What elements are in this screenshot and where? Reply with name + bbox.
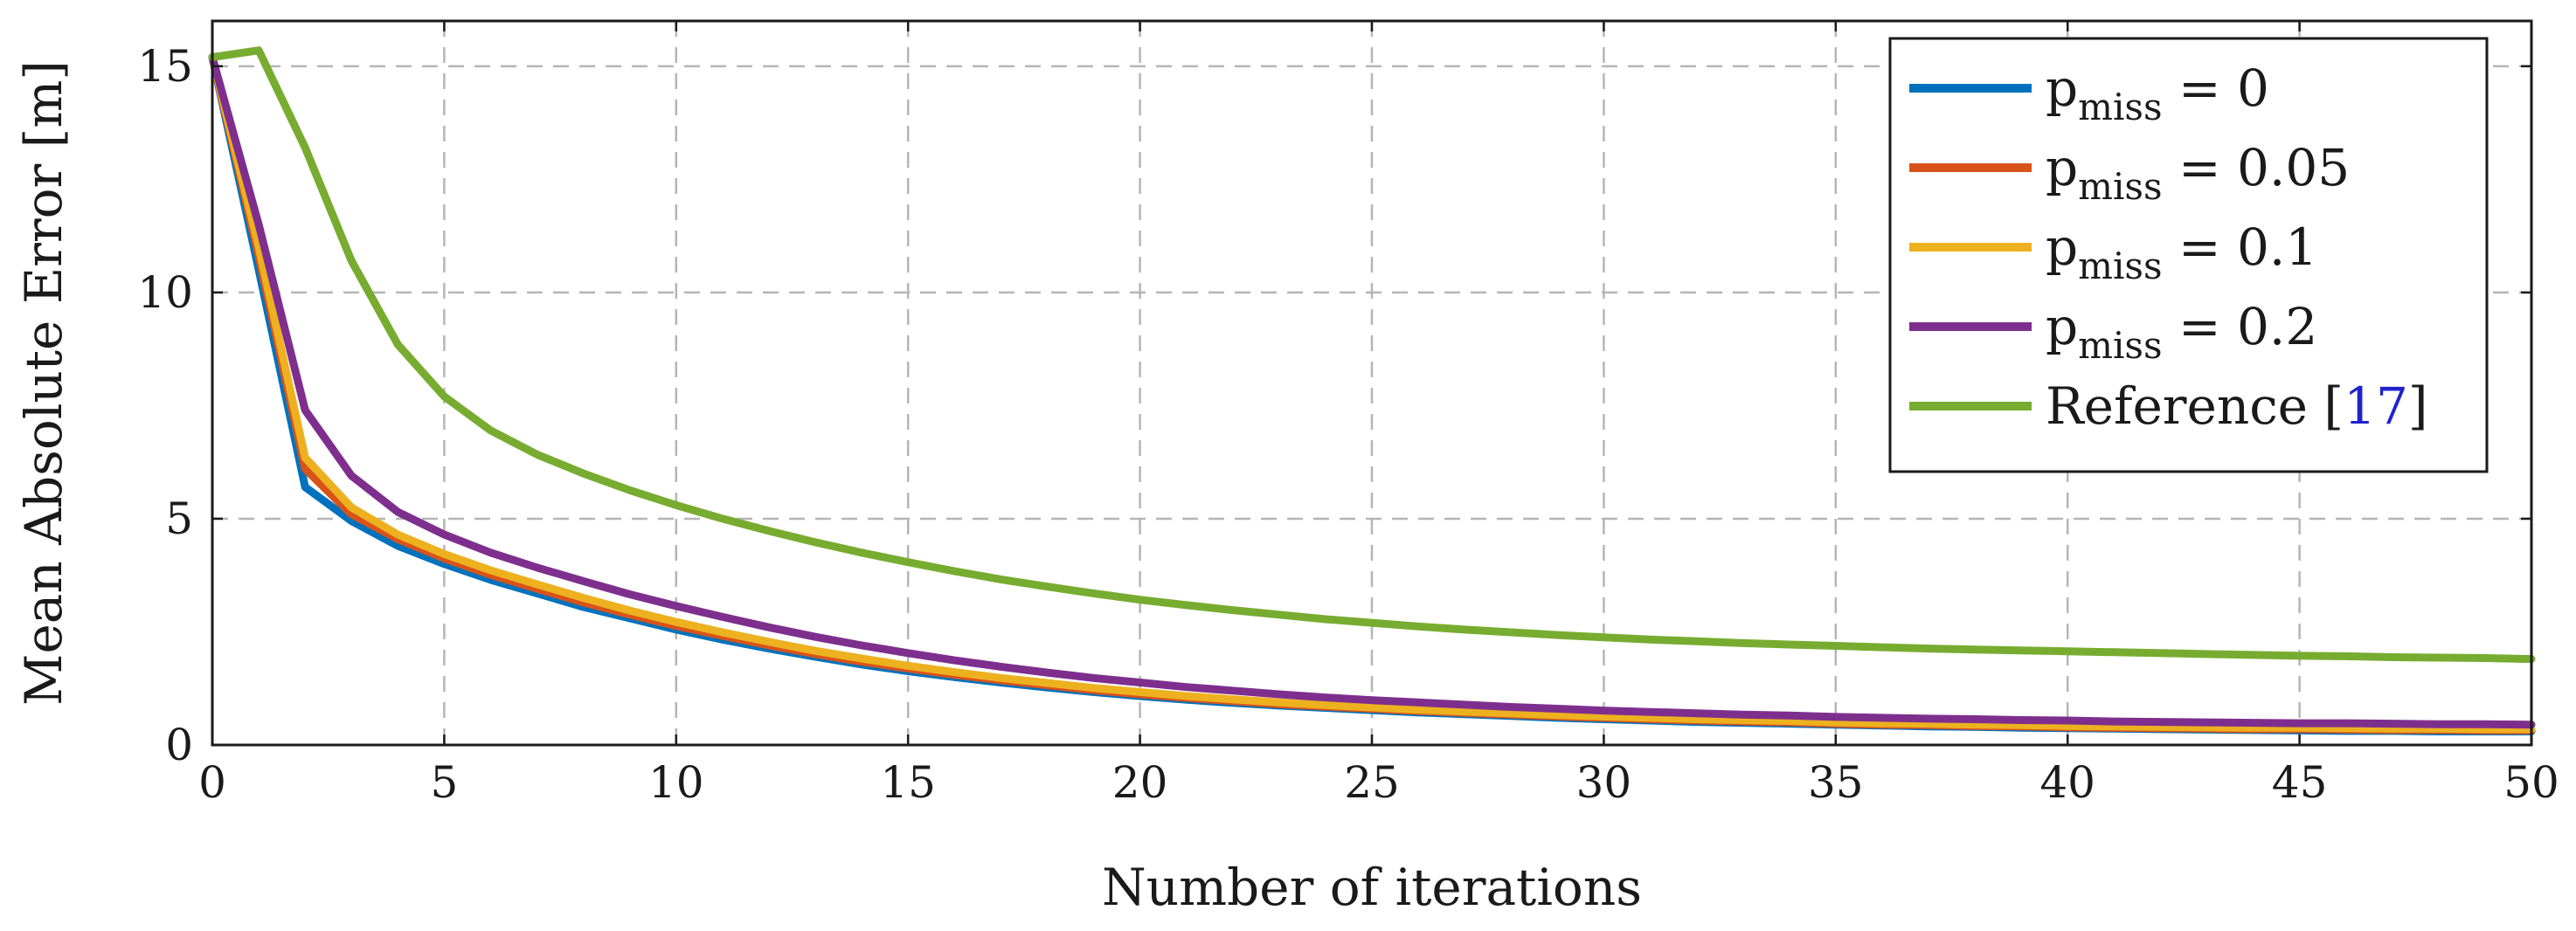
x-tick-label: 15 [880, 757, 936, 808]
legend-label: pmiss = 0 [2046, 59, 2269, 128]
x-tick-label: 45 [2272, 757, 2328, 808]
x-tick-label: 35 [1808, 757, 1864, 808]
x-tick-label: 10 [648, 757, 704, 808]
legend-label: pmiss = 0.2 [2046, 297, 2317, 367]
x-tick-label: 30 [1576, 757, 1632, 808]
x-tick-label: 5 [430, 757, 458, 808]
y-axis-title: Mean Absolute Error [m] [14, 60, 73, 706]
legend: pmiss = 0 pmiss = 0.05 pmiss = 0.1 pmiss = … [1888, 37, 2489, 473]
x-tick-label: 50 [2503, 757, 2559, 808]
axes [211, 19, 2533, 747]
y-tick-label: 0 [165, 720, 193, 770]
series-line-4 [208, 46, 2536, 664]
x-tick-label: 0 [198, 757, 226, 808]
x-tick-label: 20 [1112, 757, 1168, 808]
series-line-2 [208, 53, 2536, 734]
legend-label: Reference [17] [2046, 376, 2428, 436]
legend-box [1888, 37, 2489, 473]
y-tick-label: 15 [137, 41, 193, 92]
series-lines [208, 46, 2536, 735]
series-line-3 [208, 53, 2536, 729]
y-tick-label: 5 [165, 493, 193, 544]
x-tick-label: 25 [1344, 757, 1400, 808]
legend-label: pmiss = 0.1 [2046, 217, 2317, 287]
x-tick-label: 40 [2039, 757, 2095, 808]
legend-label: pmiss = 0.05 [2046, 138, 2350, 208]
tick-labels: 0 5 10 15 20 25 30 35 40 45 50 0 5 10 15 [137, 41, 2559, 808]
y-tick-label: 10 [137, 267, 193, 318]
x-axis-title: Number of iterations [1102, 858, 1642, 917]
